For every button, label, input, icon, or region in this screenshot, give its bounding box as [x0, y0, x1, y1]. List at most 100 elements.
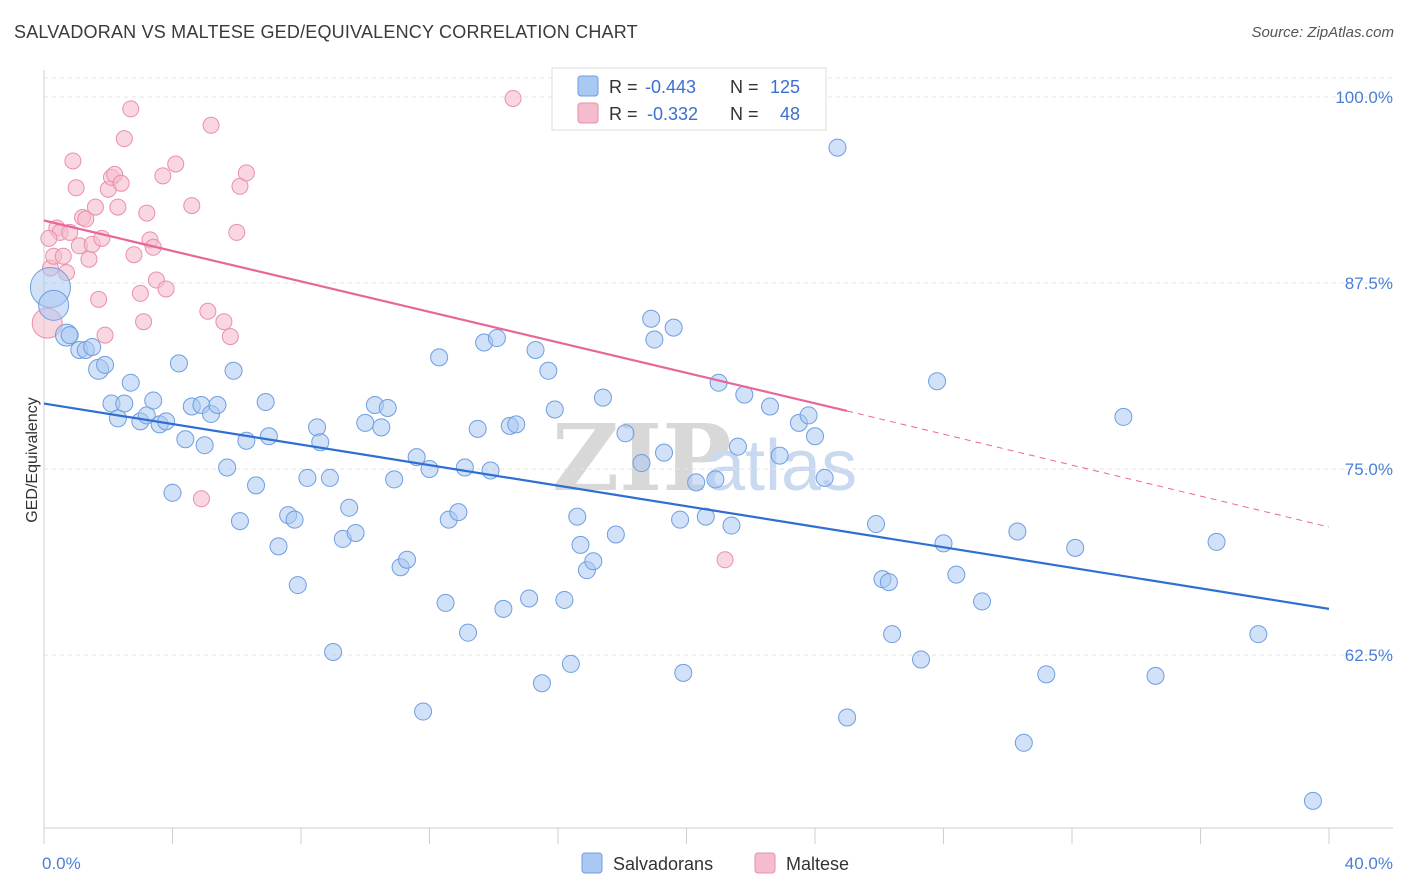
- maltese-trendline-extension: [847, 410, 1330, 528]
- maltese-point: [237, 164, 255, 182]
- maltese-point: [167, 155, 185, 173]
- salvadorans-point: [520, 589, 539, 608]
- chart-title: SALVADORAN VS MALTESE GED/EQUIVALENCY CO…: [14, 22, 638, 42]
- salvadorans-point: [928, 372, 947, 391]
- salvadorans-point: [696, 507, 715, 526]
- salvadorans-point: [1008, 522, 1027, 541]
- salvadorans-point: [230, 512, 249, 531]
- y-axis-label: GED/Equivalency: [24, 397, 41, 522]
- maltese-point: [221, 328, 239, 346]
- legend-r-value-2: -0.332: [647, 104, 698, 124]
- bottom-legend: Salvadorans Maltese: [581, 852, 849, 874]
- salvadorans-point: [256, 393, 275, 412]
- maltese-point: [135, 313, 153, 331]
- maltese-point: [716, 551, 734, 569]
- salvadorans-point: [378, 398, 397, 417]
- salvadorans-point: [176, 430, 195, 449]
- salvadorans-point: [169, 354, 188, 373]
- salvadorans-point: [346, 523, 365, 542]
- x-tick-marks: [43, 828, 1330, 844]
- salvadorans-point: [208, 396, 227, 415]
- salvadorans-point: [584, 552, 603, 571]
- salvadorans-point: [96, 355, 115, 374]
- maltese-point: [504, 89, 522, 107]
- maltese-point: [125, 246, 143, 264]
- legend-r-value-1: -0.443: [645, 77, 696, 97]
- maltese-point: [64, 152, 82, 170]
- salvadorans-point: [83, 337, 102, 356]
- salvadorans-point: [224, 361, 243, 380]
- salvadorans-trendline: [43, 402, 1330, 610]
- salvadorans-point: [308, 418, 327, 437]
- salvadorans-point: [38, 289, 70, 321]
- salvadorans-point: [340, 498, 359, 517]
- salvadorans-point: [356, 413, 375, 432]
- salvadorans-points: [29, 138, 1322, 810]
- salvadorans-point: [799, 406, 818, 425]
- salvadorans-point: [674, 663, 693, 682]
- salvadorans-point: [539, 361, 558, 380]
- salvadorans-point: [934, 534, 953, 553]
- maltese-point: [90, 290, 108, 308]
- bottom-legend-swatch-salvadorans: [581, 852, 603, 874]
- salvadorans-point: [770, 446, 789, 465]
- maltese-point: [115, 130, 133, 148]
- salvadorans-point: [414, 702, 433, 721]
- maltese-point: [183, 197, 201, 215]
- salvadorans-point: [555, 590, 574, 609]
- y-tick-label: 100.0%: [1335, 88, 1393, 107]
- salvadorans-point: [645, 330, 664, 349]
- legend-r-label-1: R =: [609, 77, 638, 97]
- legend-n-value-1: 125: [770, 77, 800, 97]
- salvadorans-point: [144, 391, 163, 410]
- x-tick-label-max: 40.0%: [1345, 854, 1393, 873]
- salvadorans-point: [828, 138, 847, 157]
- salvadorans-point: [664, 318, 683, 337]
- y-tick-labels: 62.5% 75.0% 87.5% 100.0%: [1335, 88, 1393, 665]
- salvadorans-point: [761, 397, 780, 416]
- salvadorans-point: [385, 470, 404, 489]
- trendlines: [43, 219, 1330, 610]
- salvadorans-point: [806, 427, 824, 446]
- bottom-legend-swatch-maltese: [754, 852, 776, 874]
- salvadorans-point: [115, 394, 134, 413]
- salvadorans-point: [642, 309, 661, 328]
- salvadorans-point: [1207, 532, 1226, 551]
- salvadorans-point: [163, 483, 182, 502]
- salvadorans-point: [449, 503, 468, 522]
- maltese-point: [138, 204, 156, 222]
- maltese-point: [86, 198, 104, 216]
- salvadorans-point: [545, 400, 564, 419]
- salvadorans-point: [532, 674, 551, 693]
- salvadorans-point: [298, 468, 317, 487]
- salvadorans-point: [494, 599, 513, 618]
- maltese-point: [215, 313, 233, 331]
- maltese-point: [192, 490, 210, 508]
- maltese-point: [67, 179, 85, 197]
- salvadorans-point: [455, 458, 474, 477]
- salvadorans-point: [671, 510, 690, 529]
- salvadorans-point: [593, 388, 612, 407]
- bottom-legend-maltese: Maltese: [786, 854, 849, 874]
- maltese-point: [54, 247, 72, 265]
- legend-n-label-2: N =: [730, 104, 759, 124]
- legend-n-value-2: 48: [780, 104, 800, 124]
- salvadorans-point: [722, 516, 741, 535]
- salvadorans-point: [571, 535, 590, 554]
- salvadorans-point: [616, 424, 635, 443]
- salvadorans-point: [912, 650, 931, 669]
- salvadorans-point: [526, 340, 545, 359]
- salvadorans-point: [269, 537, 288, 556]
- salvadorans-point: [632, 454, 651, 473]
- salvadorans-point: [879, 573, 898, 592]
- maltese-point: [154, 167, 172, 185]
- salvadorans-point: [561, 654, 580, 673]
- salvadorans-point: [487, 329, 506, 348]
- salvadorans-point: [815, 468, 834, 487]
- salvadorans-point: [838, 708, 857, 727]
- salvadorans-point: [259, 427, 278, 446]
- salvadorans-point: [121, 373, 140, 392]
- legend-swatch-maltese: [577, 102, 599, 124]
- salvadorans-point: [687, 473, 706, 492]
